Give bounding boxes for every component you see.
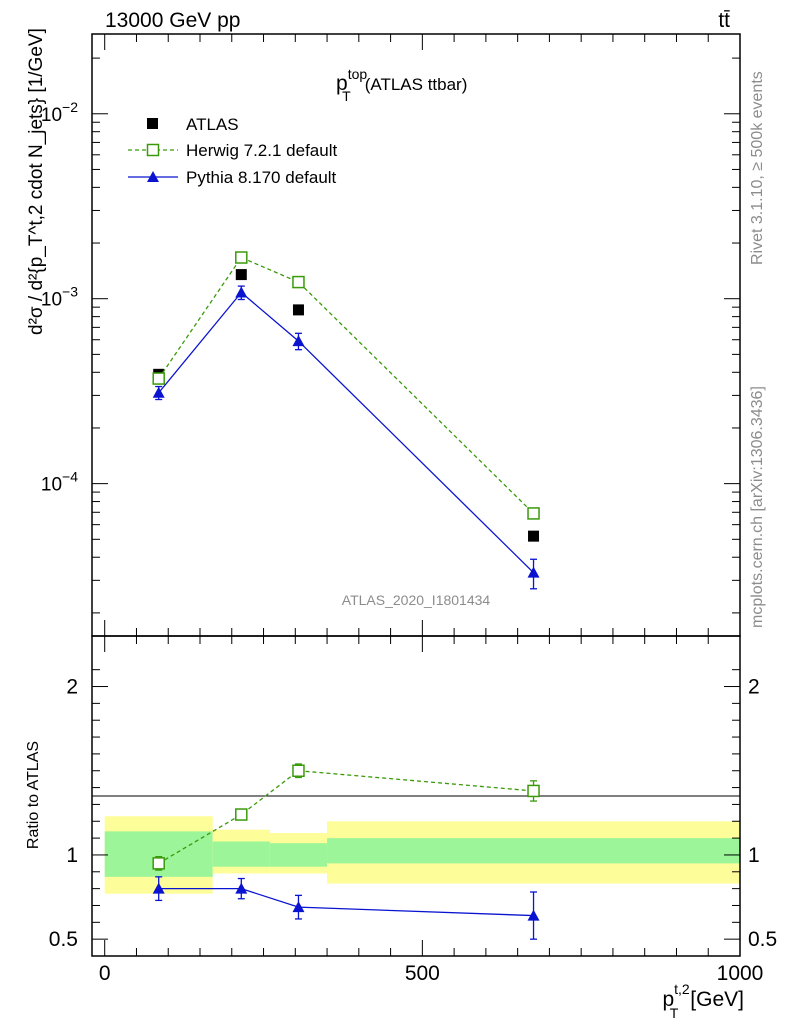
uncertainty-band-inner	[269, 843, 328, 867]
legend-herwig-marker	[146, 143, 160, 157]
series-herwig	[152, 763, 540, 871]
data-point	[292, 764, 305, 777]
xlabel-sub: T	[670, 1005, 679, 1021]
ratio-bands	[104, 816, 740, 894]
ytick-exp: −2	[62, 99, 78, 115]
ytick-base: 10	[41, 475, 62, 496]
main-ytick-label: 10−2	[41, 99, 78, 126]
data-point	[152, 882, 165, 894]
title-sup: top	[348, 66, 368, 82]
main-ytick-label: 10−4	[41, 469, 78, 496]
title-sub: T	[342, 88, 351, 104]
data-point	[527, 507, 540, 520]
ratio-data	[152, 763, 540, 940]
data-point	[527, 909, 540, 921]
legend-herwig-label: Herwig 7.2.1 default	[186, 141, 337, 160]
ratio-ytick-label-left: 2	[66, 676, 78, 699]
mcplots-label: mcplots.cern.ch [arXiv:1306.3436]	[749, 386, 766, 628]
ratio-ytick-label-right: 0.5	[748, 928, 777, 951]
data-point	[292, 304, 304, 316]
ytick-exp: −3	[62, 284, 78, 300]
data-point	[528, 530, 540, 542]
series-atlas	[153, 269, 540, 542]
ytick-exp: −4	[62, 469, 78, 485]
xlabel-rest: [GeV]	[690, 988, 744, 1011]
main-ylabel: d²σ / d²{p_T^t,2 cdot N_jets} [1/GeV]	[26, 28, 47, 335]
data-point	[152, 372, 165, 385]
ratio-ylabel: Ratio to ATLAS	[25, 741, 42, 849]
legend-pythia-label: Pythia 8.170 default	[186, 168, 337, 187]
data-point	[292, 901, 305, 913]
data-point	[235, 269, 247, 281]
process-label: tt̄	[718, 9, 730, 32]
ytick-base: 10	[41, 290, 62, 311]
main-panel: 10−210−310−4 ptop T(ATLAS ttbar) ATLAS_20…	[26, 28, 741, 637]
data-point	[235, 808, 248, 821]
series-line	[158, 887, 534, 917]
series-line	[158, 291, 534, 574]
series-pythia	[152, 285, 540, 590]
rivet-label: Rivet 3.1.10, ≥ 500k events	[749, 71, 766, 265]
legend-pythia-marker	[147, 171, 159, 182]
xtick-label: 0	[99, 962, 111, 985]
plot-title: ptop T (ATLAS ttbar)	[336, 66, 467, 104]
data-point	[292, 275, 305, 289]
ytick-base: 10	[41, 105, 62, 126]
title-main: p	[336, 72, 348, 95]
ratio-ytick-label-left: 1	[66, 844, 78, 867]
main-ytick-label: 10−3	[41, 284, 78, 311]
title-rest: (ATLAS ttbar)	[365, 75, 468, 94]
x-axis-label: pt,2 T [GeV]	[662, 981, 744, 1021]
xtick-label: 1000	[717, 962, 764, 985]
series-line	[158, 256, 534, 514]
data-point	[527, 784, 540, 798]
uncertainty-band-inner	[212, 841, 270, 867]
data-point	[235, 286, 248, 298]
series-herwig	[152, 251, 540, 520]
ratio-ytick-label-right: 1	[748, 844, 760, 867]
uncertainty-band-inner	[327, 838, 740, 864]
data-point	[152, 857, 165, 870]
main-ticks: 10−210−310−4	[41, 34, 741, 636]
ratio-panel: 0.5 0.5 1 1 2 2 0 500 1000 Ratio to ATLAS pt,2 T […	[25, 635, 777, 1021]
data-point	[292, 335, 305, 347]
legend-atlas-label: ATLAS	[186, 115, 239, 134]
ratio-ticks: 0.5 0.5 1 1 2 2 0 500 1000	[49, 636, 777, 985]
data-point	[152, 386, 165, 398]
data-point	[235, 251, 248, 264]
collision-label: 13000 GeV pp	[105, 9, 240, 32]
xtick-label: 500	[405, 962, 440, 985]
series-pythia	[152, 876, 540, 940]
ratio-ytick-label-right: 2	[748, 676, 760, 699]
legend-atlas-marker	[147, 118, 158, 129]
ratio-ytick-label-left: 0.5	[49, 928, 78, 951]
legend: ATLAS Herwig 7.2.1 default Pythia 8.170 …	[128, 115, 337, 187]
analysis-label: ATLAS_2020_I1801434	[342, 592, 491, 608]
ratio-frame	[91, 635, 741, 957]
main-data	[152, 251, 540, 590]
data-point	[235, 882, 248, 894]
xlabel-main: p	[662, 988, 674, 1011]
data-point	[527, 566, 540, 578]
xlabel-sup: t,2	[674, 981, 690, 997]
